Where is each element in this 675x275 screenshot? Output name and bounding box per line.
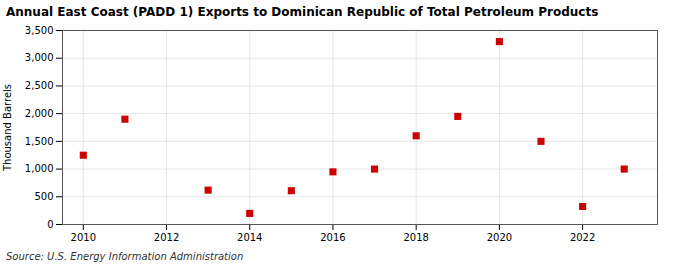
svg-text:Thousand Barrels: Thousand Barrels [2, 84, 13, 172]
svg-text:2018: 2018 [403, 232, 428, 243]
svg-text:2,000: 2,000 [25, 108, 54, 119]
html-text:Source: U.S. Energy Informatio: Source: U.S. Energy Information Administ… [6, 251, 244, 262]
svg-text:2020: 2020 [487, 232, 512, 243]
svg-text:0: 0 [47, 219, 53, 230]
svg-text:1,500: 1,500 [25, 136, 54, 147]
svg-text:2012: 2012 [154, 232, 179, 243]
svg-text:2,500: 2,500 [25, 80, 54, 91]
svg-text:2022: 2022 [570, 232, 595, 243]
svg-text:3,000: 3,000 [25, 52, 54, 63]
svg-text:2010: 2010 [71, 232, 96, 243]
svg-text:3,500: 3,500 [25, 25, 54, 36]
svg-text:2016: 2016 [320, 232, 345, 243]
svg-text:1,000: 1,000 [25, 163, 54, 174]
svg-text:500: 500 [34, 191, 53, 202]
svg-text:2014: 2014 [237, 232, 262, 243]
html-text:Annual East Coast (PADD 1) Exp: Annual East Coast (PADD 1) Exports to Do… [6, 5, 599, 19]
